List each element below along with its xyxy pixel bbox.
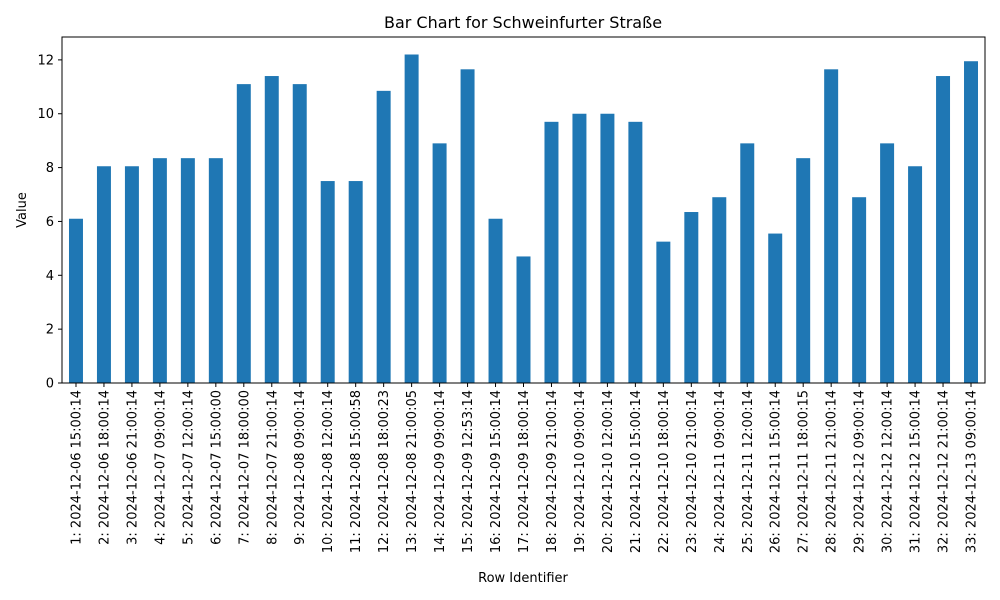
bar [292, 84, 307, 384]
x-tick-label: 17: 2024-12-09 18:00:14 [517, 390, 532, 553]
x-tick-label: 11: 2024-12-08 15:00:58 [349, 390, 364, 553]
x-tick-label: 16: 2024-12-09 15:00:14 [489, 390, 504, 553]
x-tick-label: 25: 2024-12-11 12:00:14 [741, 390, 756, 553]
bar [460, 69, 475, 383]
x-tick-label: 9: 2024-12-08 09:00:14 [293, 390, 308, 545]
bar [600, 113, 615, 384]
x-tick-label: 20: 2024-12-10 12:00:14 [601, 390, 616, 553]
bar [796, 158, 811, 383]
x-tick-label: 12: 2024-12-08 18:00:23 [377, 390, 392, 553]
x-tick-label: 30: 2024-12-12 12:00:14 [881, 390, 896, 553]
bar [572, 113, 587, 384]
x-tick-label: 21: 2024-12-10 15:00:14 [629, 390, 644, 553]
y-tick-label: 10 [37, 107, 54, 122]
x-tick-label: 14: 2024-12-09 09:00:14 [433, 390, 448, 553]
x-tick-label: 33: 2024-12-13 09:00:14 [965, 390, 980, 553]
x-axis-label: Row Identifier [478, 571, 568, 586]
x-tick-label: 29: 2024-12-12 09:00:14 [853, 390, 868, 553]
x-tick-label: 18: 2024-12-09 21:00:14 [545, 390, 560, 553]
bar [880, 143, 895, 383]
x-tick-label: 8: 2024-12-07 21:00:14 [265, 390, 280, 545]
bar [180, 158, 195, 383]
x-tick-label: 6: 2024-12-07 15:00:00 [209, 390, 224, 545]
bar [768, 233, 783, 383]
x-tick-label: 13: 2024-12-08 21:00:05 [405, 390, 420, 553]
bar [488, 218, 503, 383]
x-tick-label: 7: 2024-12-07 18:00:00 [237, 390, 252, 545]
bar [628, 121, 643, 383]
bar [376, 90, 391, 383]
bars-group [68, 54, 978, 384]
bar [712, 197, 727, 383]
y-tick-label: 6 [46, 215, 54, 230]
bar [68, 218, 83, 383]
x-tick-label: 3: 2024-12-06 21:00:14 [125, 390, 140, 545]
y-axis-label: Value [15, 192, 30, 228]
x-tick-label: 27: 2024-12-11 18:00:15 [797, 390, 812, 553]
x-tick-label: 15: 2024-12-09 12:53:14 [461, 390, 476, 553]
bar [432, 143, 447, 383]
bar [852, 197, 867, 383]
x-tick-label: 4: 2024-12-07 09:00:14 [153, 390, 168, 545]
x-tick-label: 24: 2024-12-11 09:00:14 [713, 390, 728, 553]
y-tick-label: 2 [46, 323, 54, 338]
bar [264, 76, 279, 383]
x-axis: 1: 2024-12-06 15:00:14 2: 2024-12-06 18:0… [69, 383, 980, 553]
x-tick-label: 10: 2024-12-08 12:00:14 [321, 390, 336, 553]
x-tick-label: 28: 2024-12-11 21:00:14 [825, 390, 840, 553]
x-tick-label: 19: 2024-12-10 09:00:14 [573, 390, 588, 553]
plot-frame [61, 36, 986, 384]
y-tick-label: 0 [46, 377, 54, 392]
bar [656, 241, 671, 383]
chart-title: Bar Chart for Schweinfurter Straße [384, 13, 662, 32]
x-tick-label: 26: 2024-12-11 15:00:14 [769, 390, 784, 553]
y-tick-label: 12 [37, 53, 54, 68]
bar [124, 166, 139, 383]
bar [348, 181, 363, 383]
bar [404, 54, 419, 383]
bar [964, 61, 978, 383]
x-tick-label: 32: 2024-12-12 21:00:14 [937, 390, 952, 553]
bar [516, 256, 531, 383]
x-tick-label: 23: 2024-12-10 21:00:14 [685, 390, 700, 553]
x-tick-label: 5: 2024-12-07 12:00:14 [181, 390, 196, 545]
bar [740, 143, 755, 383]
y-axis: 0 2 4 6 8 10 12 [37, 53, 62, 392]
y-tick-label: 4 [46, 269, 54, 284]
bar [96, 166, 111, 383]
bar [320, 181, 335, 383]
bar [544, 121, 559, 383]
bar [908, 166, 923, 383]
x-tick-label: 2: 2024-12-06 18:00:14 [97, 390, 112, 545]
bar [936, 76, 951, 383]
bar [824, 69, 839, 383]
bar [236, 84, 251, 384]
bar [684, 212, 699, 383]
y-tick-label: 8 [46, 161, 54, 176]
x-tick-label: 22: 2024-12-10 18:00:14 [657, 390, 672, 553]
bar [152, 158, 167, 383]
x-tick-label: 31: 2024-12-12 15:00:14 [909, 390, 924, 553]
bar [208, 158, 223, 383]
x-tick-label: 1: 2024-12-06 15:00:14 [69, 390, 84, 545]
